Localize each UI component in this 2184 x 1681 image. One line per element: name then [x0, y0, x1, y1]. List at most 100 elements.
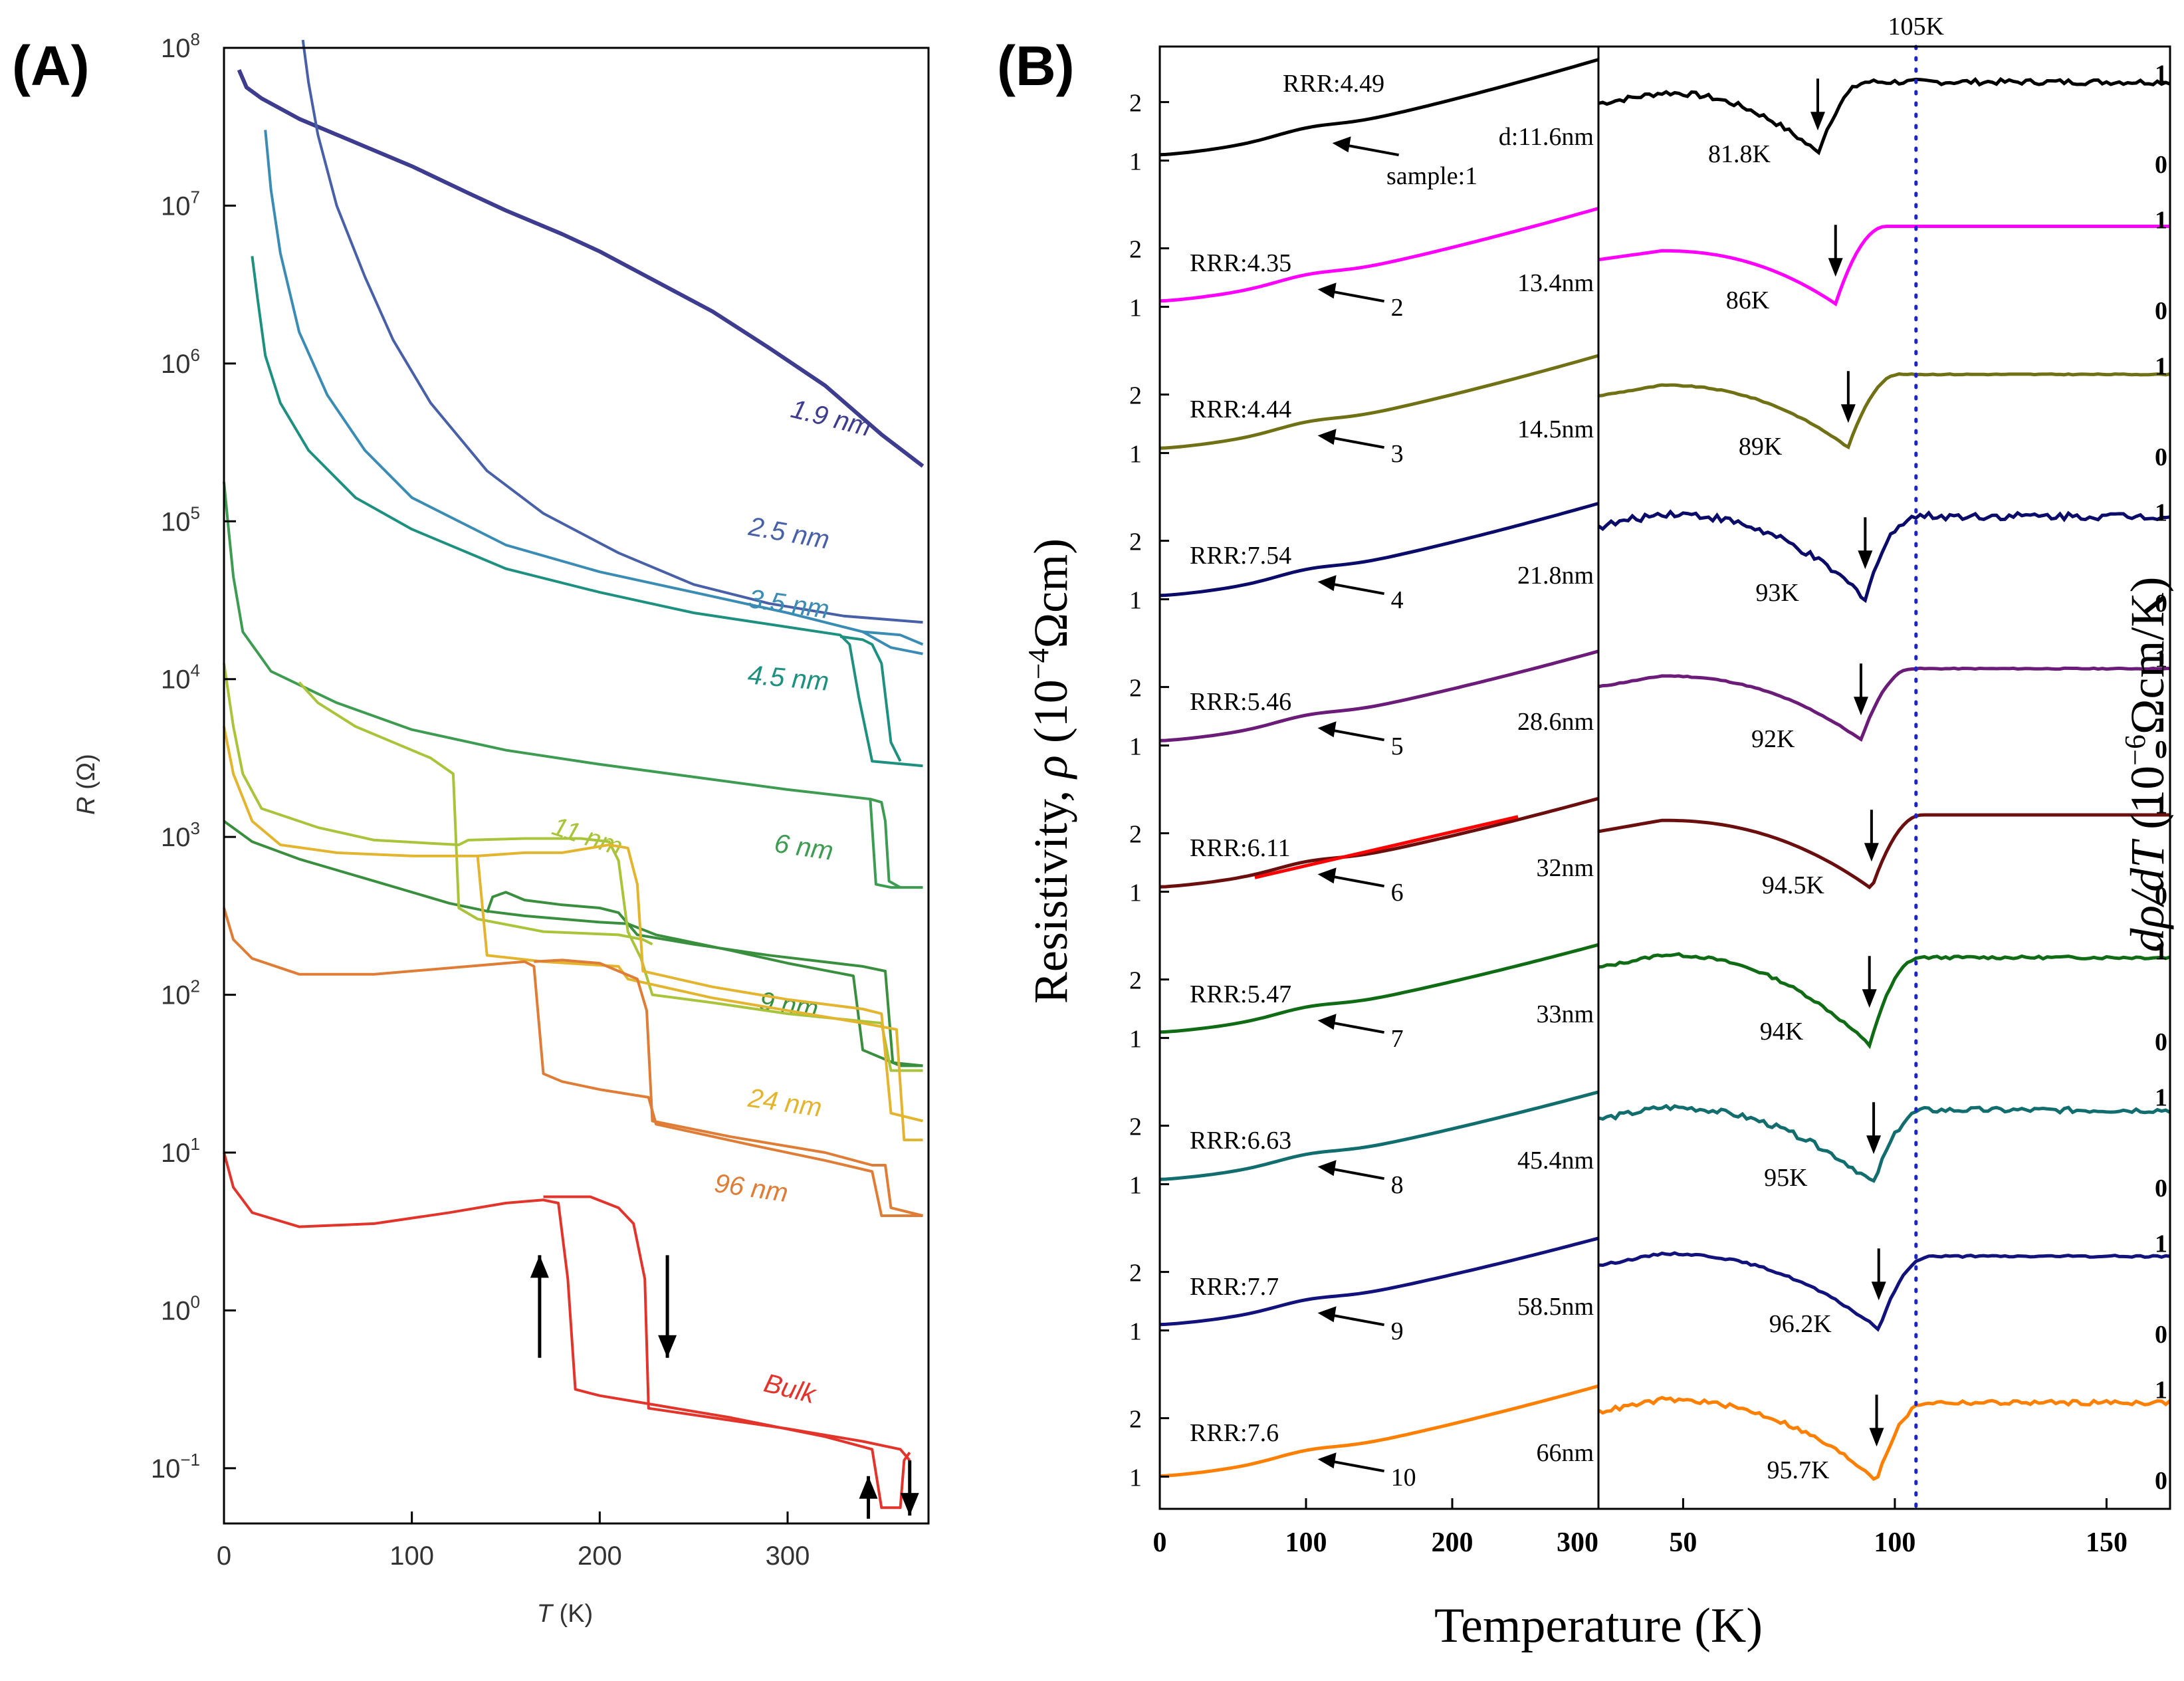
left-y-tick-label: 2 [1129, 967, 1142, 995]
linear-fit-line [1254, 815, 1519, 879]
tc-arrow-head [1858, 550, 1873, 570]
sample-pointer [1327, 1313, 1384, 1327]
panel-a-arrows-layer [530, 1255, 919, 1519]
sample-pointer [1327, 874, 1384, 888]
sample-pointer-head [1317, 1306, 1337, 1323]
rho-curve-sample-5 [1159, 649, 1599, 742]
sample-number: 3 [1391, 440, 1404, 468]
sample-pointer-head [1317, 575, 1337, 592]
left-y-tick-label: 1 [1129, 441, 1142, 469]
transition-arrow-head [530, 1255, 549, 1278]
left-y-tick-label: 1 [1129, 587, 1142, 615]
x-tick-label: 300 [766, 1541, 810, 1571]
y-tick-label: 101 [161, 1134, 200, 1168]
panel-b-plot-frame [1158, 45, 2171, 1510]
tc-label: 93K [1755, 579, 1799, 607]
rho-curve-sample-2 [1159, 207, 1599, 303]
derivative-curve-sample-6 [1598, 813, 2170, 890]
left-x-tick-label: 300 [1557, 1527, 1598, 1558]
sample-pointer-head [1317, 1160, 1337, 1177]
series-label-4-5-nm: 4.5 nm [746, 660, 830, 696]
rrr-label: RRR:6.11 [1190, 834, 1291, 862]
left-y-tick-label: 1 [1129, 148, 1142, 176]
sample-number: 10 [1391, 1464, 1416, 1492]
right-x-tick-label: 150 [2086, 1527, 2128, 1558]
right-y-tick-label: 1 [2155, 645, 2167, 673]
rrr-label: RRR:6.63 [1190, 1127, 1291, 1155]
rho-curve-sample-7 [1159, 943, 1599, 1034]
right-y-tick-label: 1 [2155, 353, 2167, 381]
series-line-9-nm [223, 820, 923, 1067]
panel-b-x-axis-title: Temperature (K) [1434, 1599, 1763, 1653]
sample-number: 2 [1391, 294, 1404, 322]
left-y-tick-label: 1 [1129, 733, 1142, 761]
derivative-curve-sample-7 [1598, 952, 2171, 1050]
left-y-tick-label: 2 [1129, 90, 1142, 118]
series-line-3-5-nm [264, 130, 923, 655]
sample-pointer [1341, 143, 1399, 157]
tc-arrow-head [1871, 1282, 1886, 1301]
tc-label: 89K [1739, 433, 1783, 461]
panel-b: (B) 81.8K RRR:4.49 d:11.6nm sample:1 86K RRR:… [997, 13, 2174, 1653]
tc-arrow-head [1810, 112, 1825, 131]
sample-pointer [1327, 1167, 1384, 1180]
panel-b-left-axis-title: Resistivity, ρ (10−4Ωcm) [1022, 538, 1077, 1004]
left-y-tick-label: 2 [1129, 236, 1142, 264]
series-line-bulk [223, 1152, 911, 1510]
left-y-tick-label: 1 [1129, 1318, 1142, 1346]
right-y-tick-label: 1 [2155, 938, 2167, 966]
tc-label: 95.7K [1767, 1456, 1830, 1484]
sample-number: 6 [1391, 879, 1404, 907]
derivative-curve-sample-1 [1598, 76, 2171, 156]
derivative-curve-sample-2 [1598, 225, 2170, 306]
rho-curve-sample-4 [1159, 501, 1599, 598]
x-tick-label: 200 [578, 1541, 622, 1571]
rho-curve-sample-6 [1159, 796, 1599, 889]
right-y-tick-label: 0 [2155, 736, 2167, 764]
derivative-curve-sample-10 [1597, 1396, 2171, 1482]
thickness-label: 66nm [1536, 1439, 1594, 1467]
left-y-tick-label: 2 [1129, 1406, 1142, 1434]
series-line-96-nm [223, 907, 923, 1217]
sample-pointer [1327, 289, 1384, 303]
rho-curve-sample-9 [1159, 1236, 1599, 1327]
thickness-label: 14.5nm [1517, 415, 1594, 443]
tc-arrow-head [1864, 843, 1879, 862]
sample-number: sample:1 [1386, 162, 1477, 190]
left-x-tick-label: 200 [1432, 1527, 1474, 1558]
right-y-tick-label: 0 [2155, 1175, 2167, 1202]
left-y-tick-label: 2 [1129, 382, 1142, 410]
right-y-tick-label: 1 [2155, 207, 2167, 235]
right-x-tick-label: 100 [1874, 1527, 1915, 1558]
rho-curve-sample-8 [1159, 1090, 1599, 1181]
right-y-tick-label: 0 [2155, 151, 2167, 179]
sample-pointer-head [1317, 1452, 1337, 1469]
left-y-tick-label: 1 [1129, 1172, 1142, 1200]
series-branch-4-5-nm [839, 635, 902, 762]
left-y-tick-label: 1 [1129, 294, 1142, 322]
right-y-tick-label: 1 [2155, 499, 2167, 527]
tc-arrow-head [1869, 1428, 1884, 1447]
panel-b-vline-layer: 105K [1888, 13, 1945, 1511]
series-line-4-5-nm [251, 256, 923, 768]
sample-number: 7 [1391, 1025, 1404, 1053]
tc-arrow-head [1828, 258, 1843, 277]
rho-curve-sample-1 [1159, 58, 1599, 157]
derivative-curve-sample-4 [1597, 509, 2171, 604]
tc-label: 96.2K [1769, 1310, 1832, 1338]
series-branch-6-nm [869, 798, 901, 889]
right-y-tick-label: 0 [2155, 1028, 2167, 1056]
rho-curve-sample-10 [1159, 1384, 1599, 1478]
left-x-tick-label: 0 [1153, 1527, 1167, 1558]
sample-pointer [1327, 728, 1384, 742]
derivative-curve-sample-3 [1598, 372, 2171, 450]
tc-arrow-head [1853, 697, 1868, 716]
left-y-tick-label: 1 [1129, 879, 1142, 907]
sample-pointer-head [1317, 282, 1337, 299]
right-y-tick-label: 1 [2155, 1230, 2167, 1258]
sample-pointer [1327, 1020, 1384, 1034]
tc-label: 92K [1751, 725, 1795, 753]
y-tick-label: 103 [161, 818, 200, 852]
transition-arrow-head [859, 1476, 878, 1499]
